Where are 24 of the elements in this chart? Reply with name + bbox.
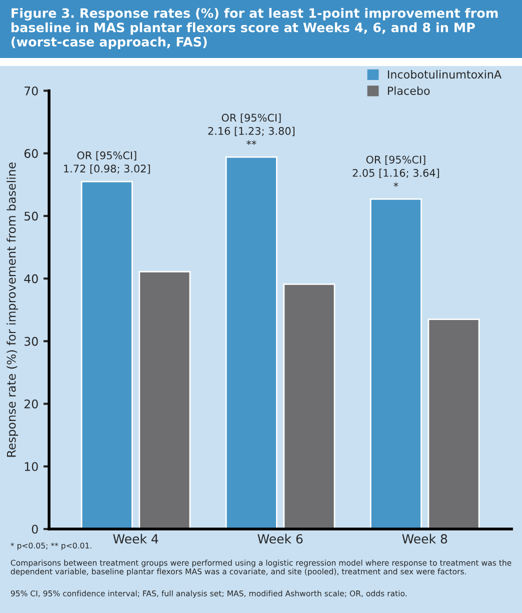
x-tick-label: Week 4 — [113, 534, 158, 544]
annotation: OR [95%CI] 2.16 [1.23; 3.80] ** — [208, 114, 294, 146]
bar — [370, 198, 422, 530]
legend-label: Placebo — [388, 86, 430, 95]
bar — [283, 284, 336, 530]
bar — [225, 156, 278, 530]
x-tick-label: Week 8 — [402, 534, 448, 544]
annotation: OR [95%CI] 1.72 [0.98; 3.02] — [64, 151, 150, 174]
chart-title: Figure 3. Response rates (%) for at least 1-point improvement from baseline in MAS plantar flexors score at Weeks 4, 6, and 8 in MP (worst-case approach, FAS) — [12, 8, 498, 50]
y-tick-label: 20 — [24, 400, 38, 408]
y-axis-title: Response rate (%) for improvement from baseline — [6, 162, 18, 457]
y-tick-label: 40 — [24, 274, 38, 284]
x-tick-label: Week 6 — [258, 534, 303, 544]
y-tick-label: 70 — [24, 86, 38, 96]
legend-label: IncobotulinumtoxinA — [388, 70, 502, 79]
bar — [138, 270, 191, 530]
bar — [80, 180, 133, 530]
annotation: OR [95%CI] 2.05 [1.16; 3.64] * — [352, 156, 439, 187]
y-tick-label: 30 — [24, 336, 38, 346]
y-tick-label: 10 — [24, 462, 38, 472]
bar — [428, 318, 480, 530]
y-tick-label: 0 — [32, 524, 38, 534]
y-tick-label: 50 — [24, 212, 38, 221]
y-tick-label: 60 — [24, 149, 38, 158]
